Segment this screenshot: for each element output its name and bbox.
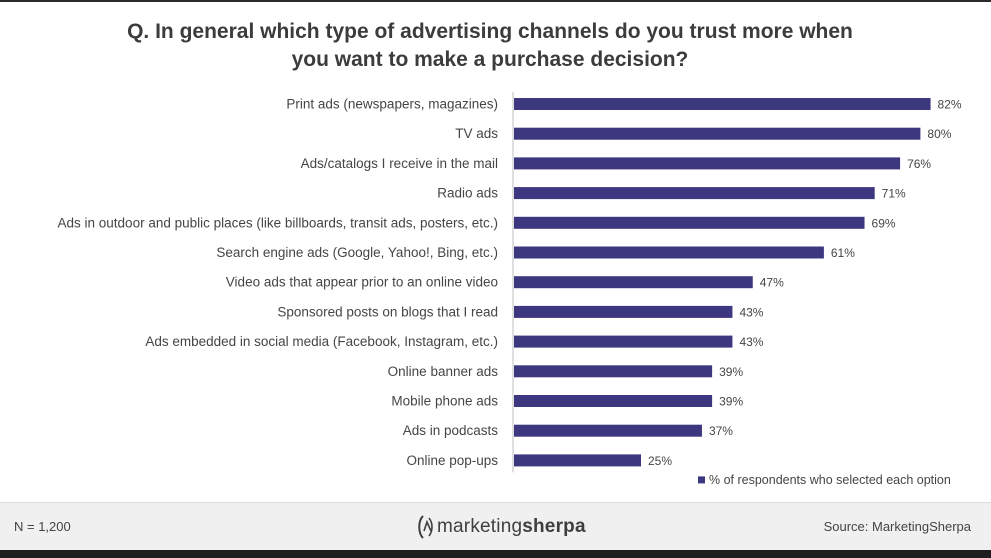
bar	[514, 157, 901, 170]
bar	[514, 395, 713, 407]
category-label: Online banner ads	[388, 364, 499, 379]
category-label: Online pop-ups	[406, 453, 498, 468]
legend-label: % of respondents who selected each optio…	[709, 473, 951, 487]
chart-title-line-2: you want to make a purchase decision?	[291, 48, 689, 71]
category-label: Sponsored posts on blogs that I read	[277, 304, 498, 319]
bar	[514, 335, 733, 348]
category-label: Radio ads	[437, 186, 498, 201]
legend-swatch	[698, 476, 705, 484]
chart-title: Q. In general which type of advertising …	[60, 18, 920, 74]
data-label: 47%	[760, 276, 784, 290]
data-label: 43%	[739, 335, 763, 349]
category-label: Video ads that appear prior to an online…	[226, 275, 498, 290]
sherpa-logo-icon	[418, 515, 433, 539]
logo-text-marketing: marketing	[437, 516, 523, 537]
category-label: Ads embedded in social media (Facebook, …	[145, 334, 498, 349]
window-bottom-border	[0, 550, 991, 558]
data-label: 80%	[927, 127, 951, 141]
bar	[514, 127, 921, 140]
data-label: 76%	[907, 157, 931, 171]
data-label: 71%	[882, 187, 906, 201]
marketingsherpa-logo: marketing sherpa	[415, 513, 586, 541]
bar-chart: Print ads (newspapers, magazines) 82% TV a…	[58, 92, 962, 487]
bar	[514, 187, 875, 200]
bar	[514, 276, 753, 289]
data-label: 82%	[938, 98, 962, 112]
window-top-border	[0, 0, 991, 2]
data-label: 43%	[739, 305, 763, 319]
data-label: 25%	[648, 454, 672, 468]
data-label: 37%	[709, 424, 733, 438]
chart-title-line-1: Q. In general which type of advertising …	[127, 20, 853, 43]
footer-bar: N = 1,200 marketing sherpa Source: Market…	[0, 502, 991, 551]
category-label: Search engine ads (Google, Yahoo!, Bing,…	[216, 245, 498, 260]
data-label: 39%	[719, 395, 743, 409]
category-label: Ads in outdoor and public places (like b…	[58, 215, 498, 230]
category-label: Print ads (newspapers, magazines)	[286, 97, 498, 112]
logo-text-sherpa: sherpa	[522, 516, 586, 537]
bar	[514, 305, 733, 318]
data-label: 61%	[831, 246, 855, 260]
bar	[514, 98, 931, 110]
category-label: TV ads	[455, 126, 498, 141]
bar	[514, 424, 702, 437]
category-label: Ads/catalogs I receive in the mail	[301, 156, 498, 171]
category-label: Ads in podcasts	[403, 423, 499, 438]
data-label: 69%	[872, 216, 896, 230]
category-label: Mobile phone ads	[391, 394, 498, 409]
sample-size: N = 1,200	[14, 519, 71, 534]
bar	[514, 454, 641, 467]
source-note: Source: MarketingSherpa	[823, 519, 971, 534]
bar	[514, 246, 824, 259]
data-label: 39%	[719, 365, 743, 379]
bar	[514, 365, 713, 378]
bar	[514, 216, 865, 229]
